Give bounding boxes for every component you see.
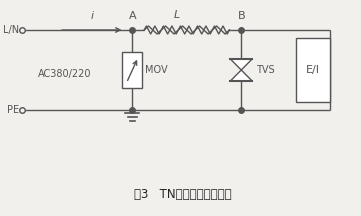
Text: L/N: L/N — [4, 25, 19, 35]
Text: 图3   TN电源系统浪涌防护: 图3 TN电源系统浪涌防护 — [134, 189, 232, 202]
Text: MOV: MOV — [145, 65, 168, 75]
Text: L: L — [174, 10, 180, 20]
Text: PE: PE — [8, 105, 19, 115]
Bar — [296, 38, 330, 102]
Polygon shape — [230, 70, 252, 81]
Bar — [122, 52, 142, 88]
Text: i: i — [90, 11, 93, 21]
Text: TVS: TVS — [256, 65, 275, 75]
Polygon shape — [230, 59, 252, 70]
Text: A: A — [129, 11, 136, 21]
Text: AC380/220: AC380/220 — [38, 69, 92, 79]
Text: E/I: E/I — [306, 65, 320, 75]
Text: B: B — [238, 11, 245, 21]
